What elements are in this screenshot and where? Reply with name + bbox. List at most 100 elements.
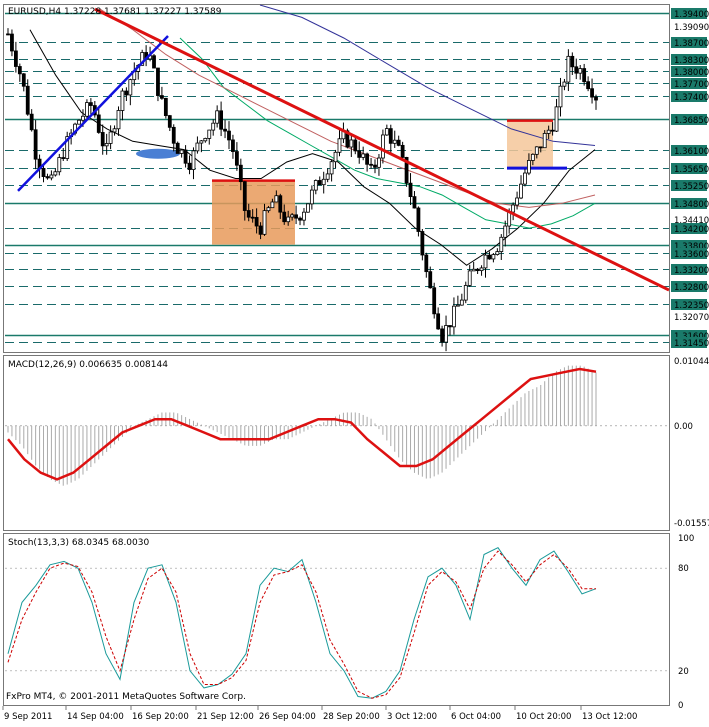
candle-body [65, 136, 70, 159]
candle-body [112, 128, 117, 133]
candle-body [262, 210, 267, 235]
candle-body [270, 201, 275, 209]
candle-body [258, 225, 263, 235]
candle-body [25, 85, 30, 115]
time-tick-label: 6 Oct 04:00 [451, 712, 501, 722]
candle-body [227, 130, 231, 141]
candle-body [380, 134, 385, 159]
candle-body [527, 160, 531, 174]
candle-body [444, 325, 448, 343]
time-tick-label: 28 Sep 20:00 [323, 712, 380, 722]
candle-body [215, 110, 220, 124]
stoch-line [7, 550, 596, 699]
time-tick-label: 26 Sep 04:00 [259, 712, 316, 722]
price-label: 1.38300 [674, 56, 709, 66]
candle-body [420, 231, 425, 256]
candle-body [345, 130, 350, 148]
candle-body [282, 211, 287, 223]
price-label: 1.34200 [674, 225, 709, 235]
candle-body [471, 268, 476, 272]
price-label: 1.38700 [674, 39, 709, 49]
candle-body [187, 162, 192, 170]
candle-body [254, 217, 259, 227]
price-chart-title: EURUSD,H4 1.37228 1.37681 1.37227 1.3758… [8, 7, 222, 17]
price-tag [671, 8, 707, 19]
price-label: 1.34800 [674, 200, 709, 210]
price-tag [671, 198, 707, 209]
candle-body [523, 172, 527, 185]
price-tag [671, 337, 707, 348]
candle-body [116, 110, 121, 130]
candle-body [365, 153, 370, 165]
stoch-panel [3, 533, 670, 706]
candle-body [594, 96, 598, 101]
time-tick-label: 21 Sep 12:00 [197, 712, 254, 722]
price-label: 1.37700 [674, 80, 709, 90]
candle-body [317, 180, 322, 186]
candle-body [459, 299, 464, 306]
price-tag [671, 330, 707, 341]
candle-body [183, 149, 188, 164]
candle-body [455, 304, 460, 307]
candle-body [199, 140, 204, 144]
moving-average-line [259, 4, 596, 146]
blue-trend-line [17, 35, 169, 192]
candle-body [519, 183, 523, 199]
macd-tick-label: 0.00 [674, 422, 693, 432]
candle-body [175, 142, 180, 154]
price-tag [671, 91, 707, 102]
price-label: 1.32350 [674, 301, 709, 311]
candle-body [495, 251, 500, 255]
candle-body [302, 211, 306, 221]
candle-body [6, 33, 10, 36]
candle-body [483, 254, 488, 269]
candle-body [104, 143, 109, 147]
candle-body [211, 122, 216, 131]
candle-body [369, 163, 373, 166]
price-tag [671, 66, 707, 77]
price-tag [671, 54, 707, 65]
candle-body [515, 197, 519, 206]
candle-body [542, 133, 547, 149]
price-label: 1.39090 [674, 23, 709, 33]
candle-body [436, 313, 441, 330]
price-label: 1.34410 [674, 216, 709, 226]
candle-body [428, 271, 433, 289]
candle-body [128, 79, 133, 96]
consolidation-box [212, 180, 295, 245]
candle-body [448, 325, 452, 328]
candle-body [396, 139, 401, 146]
candle-body [503, 225, 508, 238]
candle-body [309, 189, 314, 205]
candle-body [337, 138, 342, 153]
price-tag [671, 78, 707, 89]
candle-body [306, 203, 310, 213]
candle-body [507, 211, 512, 227]
candle-body [321, 178, 326, 186]
candle-body [349, 139, 354, 148]
candle-body [392, 139, 397, 144]
candle-body [412, 196, 417, 209]
candle-body [479, 267, 484, 272]
time-axis: 9 Sep 2011 14 Sep 04:00 16 Sep 20:00 21 Sep… [2, 706, 637, 722]
price-tag [671, 145, 707, 156]
candle-body [377, 157, 381, 168]
candle-body [278, 195, 283, 213]
macd-panel [3, 355, 670, 531]
candle-body [562, 81, 567, 87]
candle-body [108, 131, 113, 144]
candle-body [400, 144, 405, 158]
candle-body [463, 285, 468, 301]
price-tag [671, 281, 707, 292]
candle-body [546, 129, 551, 134]
candle-body [416, 207, 421, 232]
candle-body [45, 176, 50, 179]
candle-body [487, 254, 492, 260]
candle-body [10, 33, 14, 52]
stoch-tick-label: 0 [678, 701, 683, 711]
candle-body [88, 102, 93, 106]
candle-body [85, 102, 89, 117]
price-tag [671, 114, 707, 125]
